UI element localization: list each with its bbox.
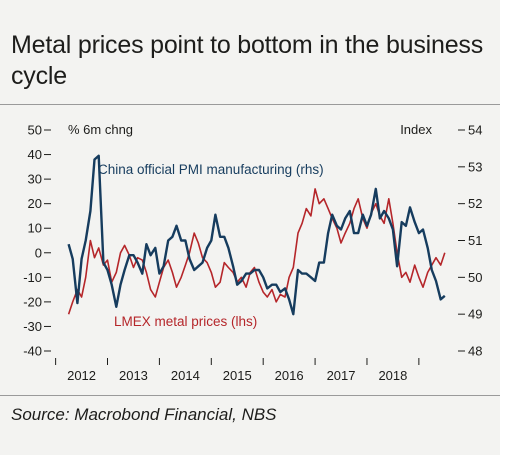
left-axis-tick-label: 40 bbox=[28, 147, 42, 162]
right-axis: 54 53 52 51 50 49 48 bbox=[458, 123, 482, 359]
title-divider bbox=[0, 104, 500, 105]
left-axis-tick-label: 20 bbox=[28, 196, 42, 211]
line-chart: 50 40 30 20 10 0 -10 -20 -30 -40 54 53 52 51 50 49 48 2… bbox=[23, 122, 482, 383]
right-axis-tick-label: 51 bbox=[468, 233, 482, 248]
source-note: Source: Macrobond Financial, NBS bbox=[11, 405, 277, 424]
left-axis-tick-label: 10 bbox=[28, 221, 42, 236]
x-axis-tick-label: 2018 bbox=[378, 368, 407, 383]
lmex-series-label: LMEX metal prices (lhs) bbox=[114, 314, 257, 329]
x-axis-tick-label: 2017 bbox=[327, 368, 356, 383]
series-lines bbox=[67, 154, 446, 316]
left-axis-tick-label: -10 bbox=[23, 270, 42, 285]
right-axis-tick-label: 49 bbox=[468, 307, 482, 322]
left-axis-tick-label: 50 bbox=[28, 123, 42, 138]
left-axis: 50 40 30 20 10 0 -10 -20 -30 -40 bbox=[23, 123, 51, 359]
source-divider bbox=[0, 395, 500, 396]
lmex-series-line bbox=[67, 188, 446, 315]
right-axis-tick-label: 52 bbox=[468, 196, 482, 211]
pmi-series-label: China official PMI manufacturing (rhs) bbox=[98, 162, 324, 177]
x-axis: 2012 2013 2014 2015 2016 2017 2018 bbox=[55, 358, 420, 383]
x-axis-tick-label: 2013 bbox=[119, 368, 148, 383]
right-axis-tick-label: 50 bbox=[468, 270, 482, 285]
right-axis-tick-label: 54 bbox=[468, 123, 482, 138]
chart-title: Metal prices point to bottom in the busi… bbox=[11, 31, 484, 90]
left-axis-tick-label: -40 bbox=[23, 344, 42, 359]
pmi-series-line bbox=[67, 154, 446, 316]
left-axis-tick-label: -20 bbox=[23, 294, 42, 309]
x-axis-tick-label: 2015 bbox=[223, 368, 252, 383]
left-axis-tick-label: 0 bbox=[35, 245, 42, 260]
x-axis-tick-label: 2016 bbox=[275, 368, 304, 383]
left-axis-tick-label: 30 bbox=[28, 172, 42, 187]
x-axis-tick-label: 2014 bbox=[171, 368, 200, 383]
left-axis-title: % 6m chng bbox=[68, 122, 133, 137]
page-margin bbox=[500, 0, 505, 455]
right-axis-title: Index bbox=[400, 122, 432, 137]
left-axis-tick-label: -30 bbox=[23, 319, 42, 334]
x-axis-tick-label: 2012 bbox=[67, 368, 96, 383]
right-axis-tick-label: 48 bbox=[468, 344, 482, 359]
right-axis-tick-label: 53 bbox=[468, 159, 482, 174]
